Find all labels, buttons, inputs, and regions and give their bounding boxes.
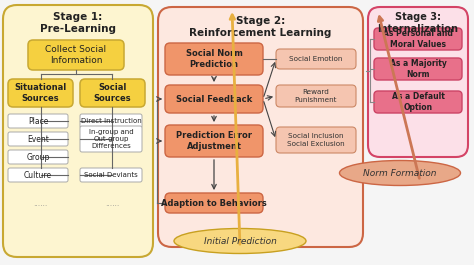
Text: Stage 3:
Internalization: Stage 3: Internalization [377, 12, 458, 34]
Text: Adaption to Behaviors: Adaption to Behaviors [161, 198, 267, 207]
FancyBboxPatch shape [165, 85, 263, 113]
Text: Stage 2:
Reinforcement Learning: Stage 2: Reinforcement Learning [189, 16, 332, 38]
Text: Social Deviants: Social Deviants [84, 172, 138, 178]
Text: Group: Group [27, 152, 50, 161]
Ellipse shape [339, 161, 461, 186]
Text: As Personal and
Moral Values: As Personal and Moral Values [383, 29, 453, 49]
Text: Event: Event [27, 135, 49, 144]
Text: Stage 1:
Pre-Learning: Stage 1: Pre-Learning [40, 12, 116, 34]
FancyBboxPatch shape [276, 127, 356, 153]
Text: Norm Formation: Norm Formation [363, 169, 437, 178]
FancyBboxPatch shape [8, 132, 68, 146]
Text: Place: Place [28, 117, 48, 126]
Text: Situational
Sources: Situational Sources [14, 83, 67, 103]
FancyBboxPatch shape [374, 28, 462, 50]
FancyBboxPatch shape [28, 40, 124, 70]
FancyBboxPatch shape [374, 91, 462, 113]
Text: ......: ...... [105, 198, 119, 207]
Text: Direct Instruction: Direct Instruction [81, 118, 141, 124]
FancyBboxPatch shape [158, 7, 363, 247]
Text: ......: ...... [33, 198, 47, 207]
FancyBboxPatch shape [276, 49, 356, 69]
FancyBboxPatch shape [80, 79, 145, 107]
Text: Reward
Punishment: Reward Punishment [295, 90, 337, 103]
Text: In-group and
Out-group
Differences: In-group and Out-group Differences [89, 129, 133, 149]
FancyBboxPatch shape [368, 7, 468, 157]
Text: Social Inclusion
Social Exclusion: Social Inclusion Social Exclusion [287, 134, 345, 147]
FancyBboxPatch shape [8, 114, 68, 128]
Text: Collect Social
Information: Collect Social Information [46, 45, 107, 65]
FancyBboxPatch shape [80, 114, 142, 128]
Text: As a Majority
Norm: As a Majority Norm [390, 59, 447, 79]
Text: Social Feedback: Social Feedback [176, 95, 252, 104]
Text: Social Emotion: Social Emotion [289, 56, 343, 62]
FancyBboxPatch shape [276, 85, 356, 107]
FancyBboxPatch shape [80, 168, 142, 182]
Text: Social Norm
Prediction: Social Norm Prediction [185, 49, 242, 69]
FancyBboxPatch shape [165, 125, 263, 157]
FancyBboxPatch shape [165, 193, 263, 213]
FancyBboxPatch shape [3, 5, 153, 257]
Text: Culture: Culture [24, 170, 52, 179]
FancyBboxPatch shape [8, 150, 68, 164]
FancyBboxPatch shape [8, 79, 73, 107]
FancyBboxPatch shape [165, 43, 263, 75]
Text: As a Default
Option: As a Default Option [392, 92, 445, 112]
Text: Initial Prediction: Initial Prediction [203, 236, 276, 245]
Ellipse shape [174, 228, 306, 254]
FancyBboxPatch shape [374, 58, 462, 80]
Text: Social
Sources: Social Sources [94, 83, 131, 103]
FancyBboxPatch shape [8, 168, 68, 182]
FancyBboxPatch shape [80, 126, 142, 152]
Text: Prediction Error
Adjustment: Prediction Error Adjustment [176, 131, 252, 151]
